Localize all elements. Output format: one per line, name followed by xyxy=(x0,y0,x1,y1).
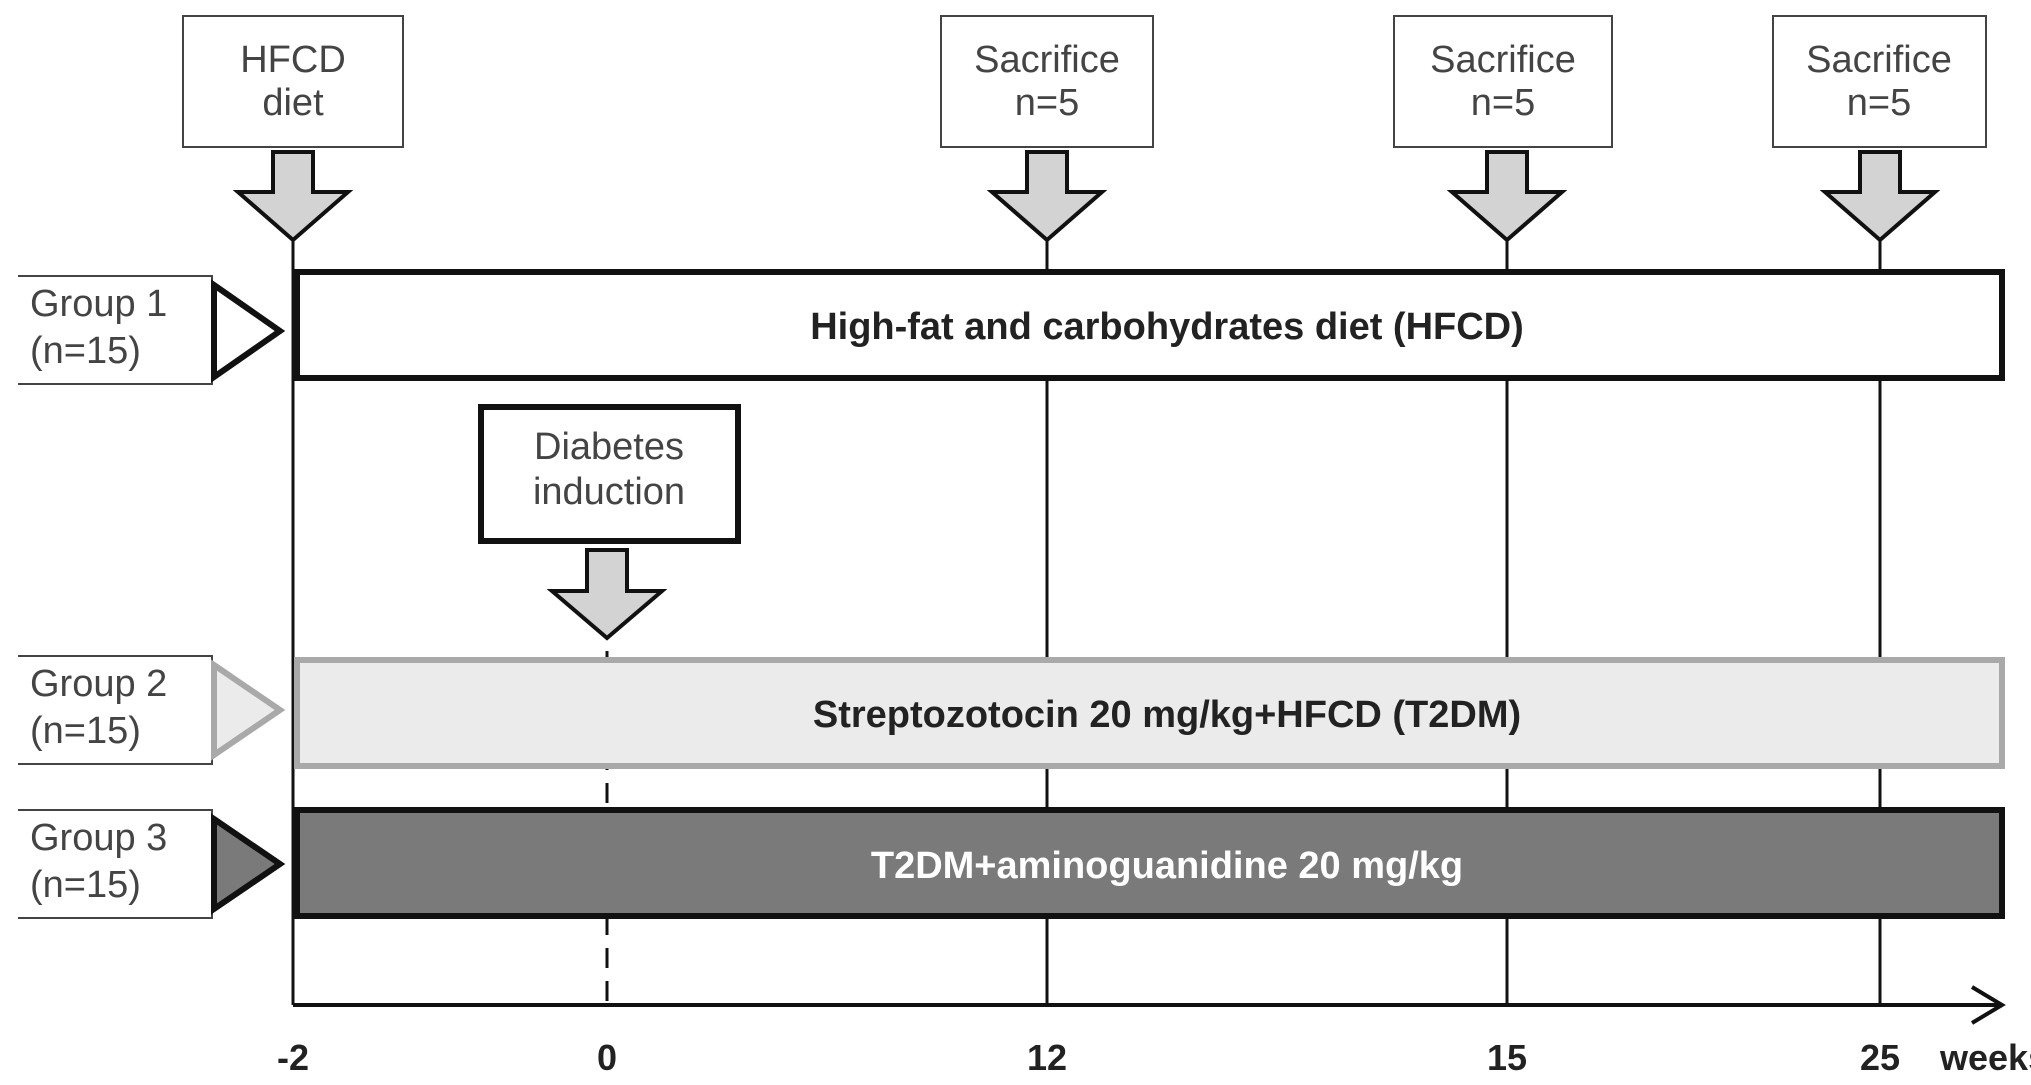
group-2-n: (n=15) xyxy=(30,710,141,752)
hfcd-diet-box-line2: diet xyxy=(262,82,324,124)
tick-label-25: 25 xyxy=(1860,1037,1900,1078)
group-2-bar-label: Streptozotocin 20 mg/kg+HFCD (T2DM) xyxy=(813,694,1521,736)
hfcd-diet-box: HFCD diet xyxy=(182,15,404,148)
sacrifice-box-week12-line2: n=5 xyxy=(1015,82,1079,124)
group-1-bar xyxy=(294,269,2005,381)
sacrifice-box-week25-line1: Sacrifice xyxy=(1806,39,1952,81)
tick-label-12: 12 xyxy=(1027,1037,1067,1078)
diabetes-induction-line2: induction xyxy=(533,471,685,513)
sacrifice-box-week15: Sacrifice n=5 xyxy=(1393,15,1613,148)
group-3-bar-label: T2DM+aminoguanidine 20 mg/kg xyxy=(871,845,1463,887)
group-2-label: Group 2 (n=15) xyxy=(18,655,213,765)
group-3-n: (n=15) xyxy=(30,864,141,906)
sacrifice-box-week15-line2: n=5 xyxy=(1471,82,1535,124)
group-2-pointer-icon xyxy=(211,659,286,761)
hfcd-diet-box-line1: HFCD xyxy=(240,39,346,81)
diabetes-induction-box: Diabetes induction xyxy=(478,404,741,544)
down-arrow-icon xyxy=(1446,150,1568,243)
down-arrow-icon xyxy=(1819,150,1941,243)
tick-label-15: 15 xyxy=(1487,1037,1527,1078)
sacrifice-box-week12: Sacrifice n=5 xyxy=(940,15,1154,148)
sacrifice-box-week25-line2: n=5 xyxy=(1847,82,1911,124)
down-arrow-icon xyxy=(986,150,1108,243)
group-3-pointer-icon xyxy=(211,813,286,915)
group-2-bar xyxy=(294,657,2005,769)
axis-arrowhead-icon xyxy=(1970,985,2006,1025)
tick-label-minus2: -2 xyxy=(277,1037,309,1078)
sacrifice-box-week25: Sacrifice n=5 xyxy=(1772,15,1987,148)
down-arrow-icon xyxy=(232,150,354,243)
axis-unit-label: weeks xyxy=(1939,1037,2031,1078)
sacrifice-box-week15-line1: Sacrifice xyxy=(1430,39,1576,81)
down-arrow-icon xyxy=(546,548,668,641)
group-1-n: (n=15) xyxy=(30,330,141,372)
group-1-pointer-icon xyxy=(211,279,286,383)
group-3-name: Group 3 xyxy=(30,817,167,859)
tick-label-0: 0 xyxy=(597,1037,617,1078)
sacrifice-box-week12-line1: Sacrifice xyxy=(974,39,1120,81)
group-1-name: Group 1 xyxy=(30,283,167,325)
diabetes-induction-line1: Diabetes xyxy=(534,426,684,468)
group-1-bar-label: High-fat and carbohydrates diet (HFCD) xyxy=(810,306,1524,348)
group-1-label: Group 1 (n=15) xyxy=(18,275,213,385)
group-3-label: Group 3 (n=15) xyxy=(18,809,213,919)
group-3-bar xyxy=(294,807,2005,919)
group-2-name: Group 2 xyxy=(30,663,167,705)
